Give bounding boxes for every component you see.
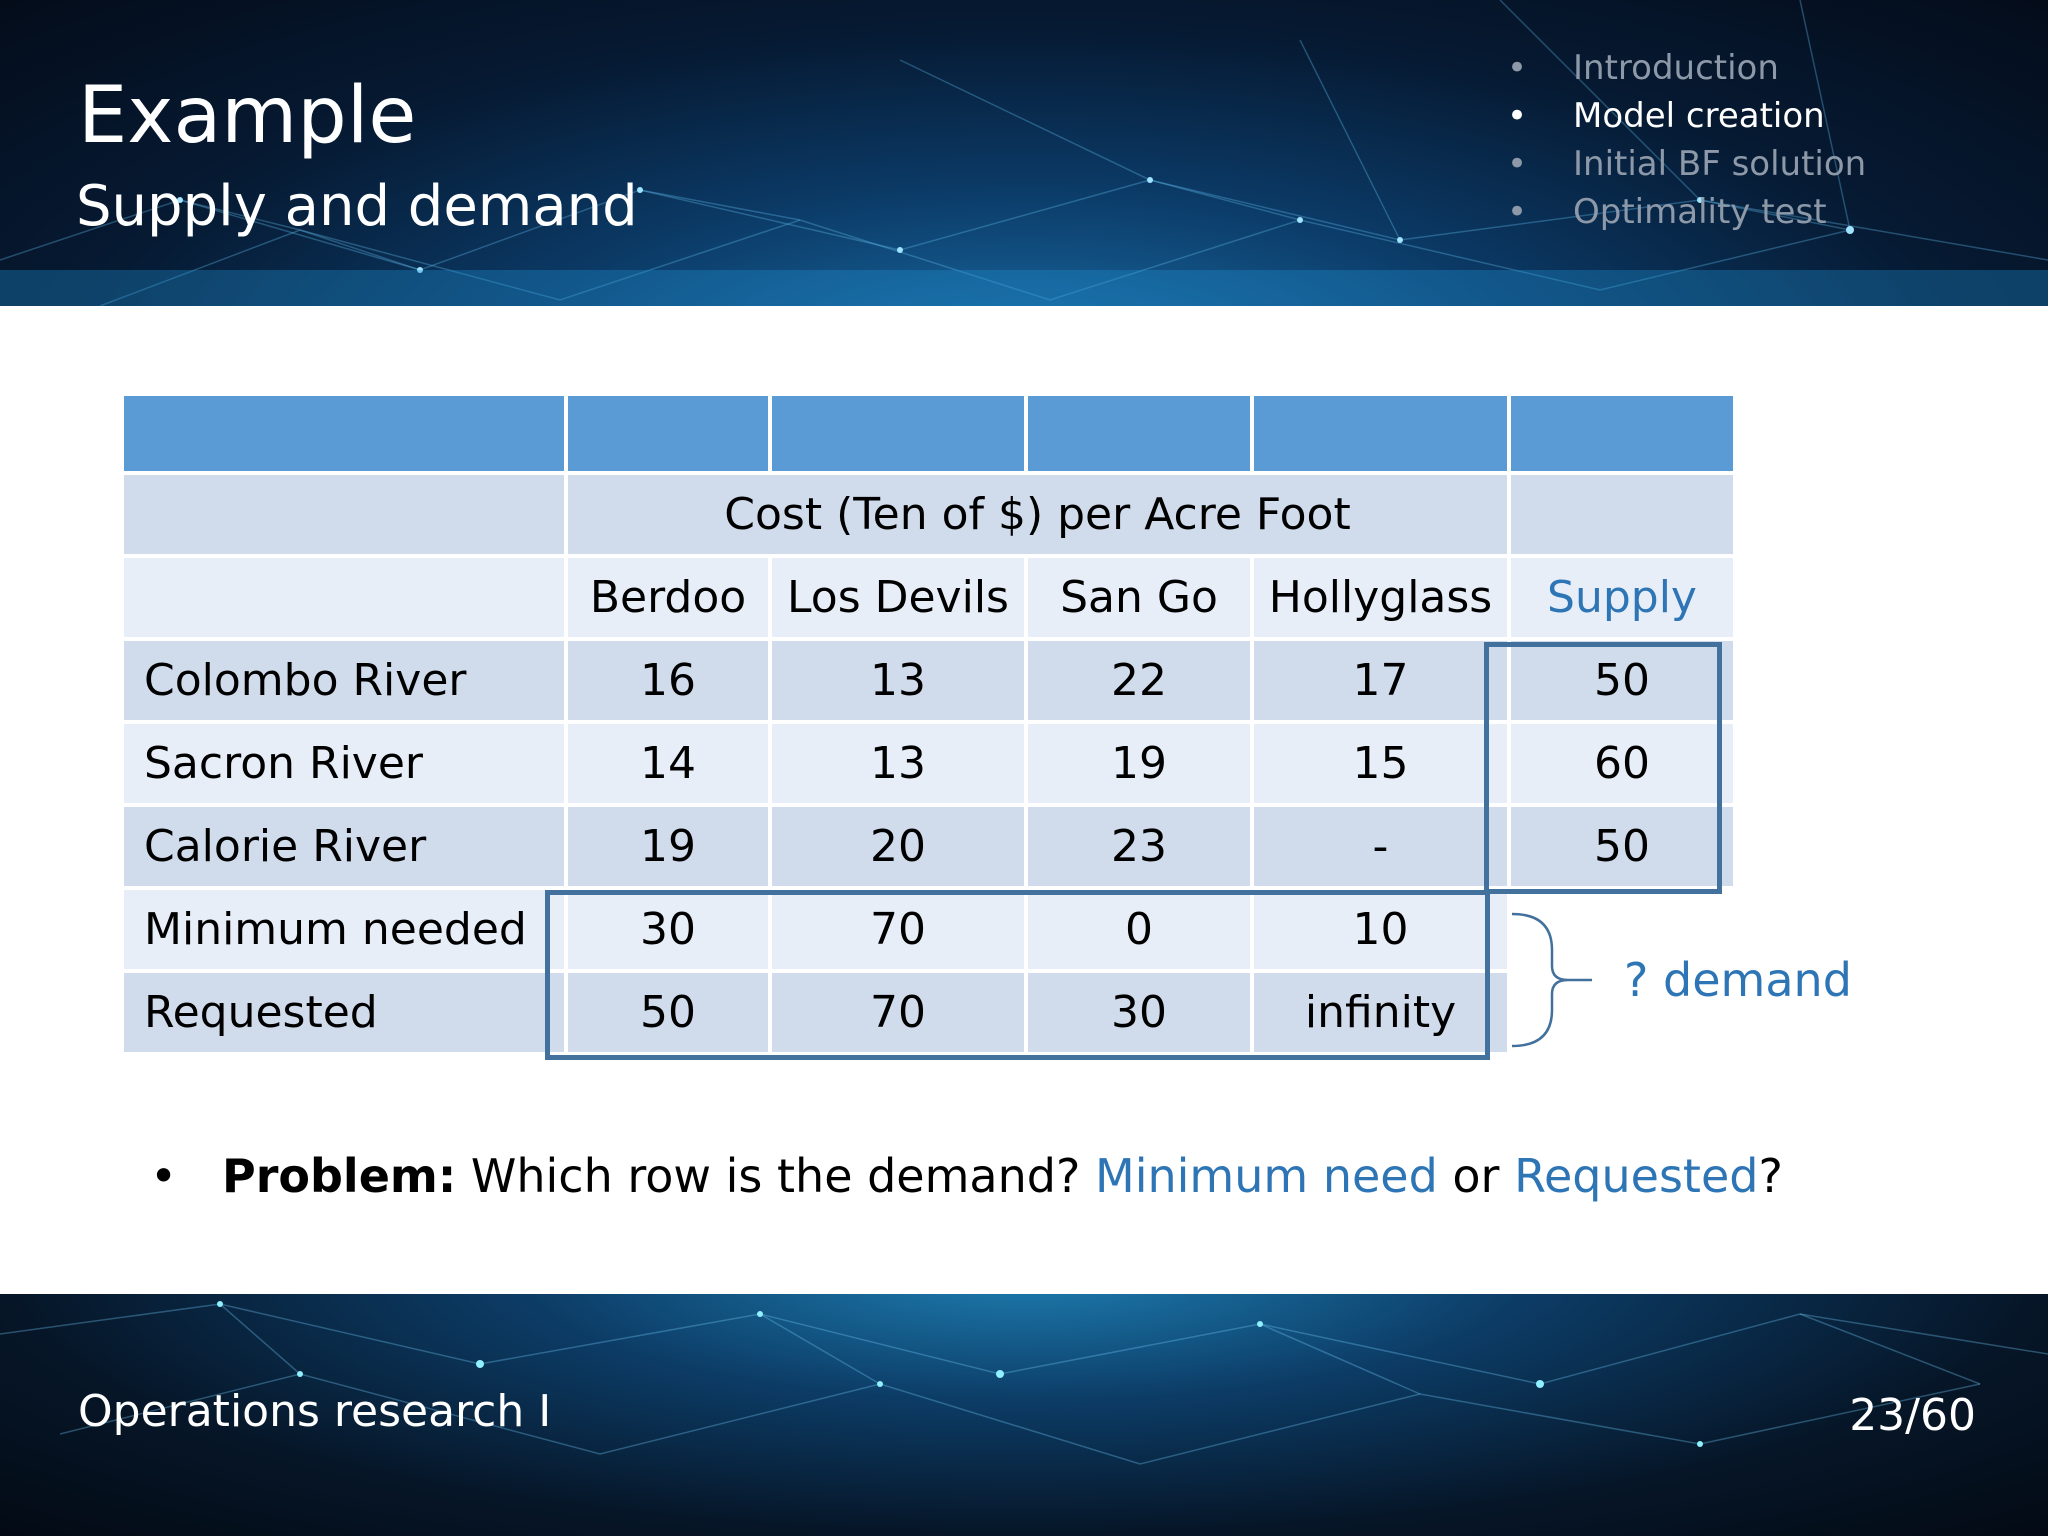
bullet-icon: • [1506,48,1528,88]
column-header-san-go: San Go [1028,558,1250,637]
page-number: 23/60 [1849,1390,1976,1441]
bullet-icon: • [1506,144,1528,184]
table-row: Sacron River 14 13 19 15 60 [124,724,1733,803]
problem-statement: • Problem: Which row is the demand? Minim… [150,1146,1783,1206]
agenda-item-introduction: • Introduction [1505,44,1866,92]
table-cell: 22 [1028,641,1250,720]
table-cell: 30 [568,890,768,969]
table-cell [568,396,768,471]
supply-cell: 60 [1511,724,1733,803]
table-cell: 13 [772,641,1024,720]
table-cell: 70 [772,890,1024,969]
slide-subtitle: Supply and demand [76,174,638,239]
table-row: Calorie River 19 20 23 - 50 [124,807,1733,886]
supply-cell: 50 [1511,641,1733,720]
agenda-item-optimality-test: • Optimality test [1505,188,1866,236]
table-row: Requested 50 70 30 infinity [124,973,1733,1052]
network-background-image [0,1301,2048,1465]
problem-text: Which row is the demand? [456,1149,1096,1203]
table-header-band [124,396,1733,471]
table-cell [124,475,564,554]
table-cell: infinity [1254,973,1507,1052]
row-label: Colombo River [124,641,564,720]
row-label: Calorie River [124,807,564,886]
table-cell [1254,396,1507,471]
agenda-item-label: Model creation [1573,96,1825,136]
bullet-icon: • [150,1149,178,1203]
table-cell: 15 [1254,724,1507,803]
option-requested: Requested [1514,1149,1759,1203]
supply-highlight-box [1484,642,1722,894]
table-cell [1028,396,1250,471]
slide-title: Example [78,71,417,161]
header-banner: Example Supply and demand • Introduction … [0,0,2048,306]
network-background-image [0,0,2048,306]
table-cell: 17 [1254,641,1507,720]
supply-cell: 50 [1511,807,1733,886]
table-row: Colombo River 16 13 22 17 50 [124,641,1733,720]
table-cell: - [1254,807,1507,886]
row-label: Requested [124,973,564,1052]
table-cell: 13 [772,724,1024,803]
table-cell: 16 [568,641,768,720]
problem-or: or [1437,1149,1515,1203]
footer-banner: Operations research I 23/60 [0,1294,2048,1536]
table-cell: 14 [568,724,768,803]
agenda-item-model-creation: • Model creation [1505,92,1866,140]
agenda-item-initial-bf-solution: • Initial BF solution [1505,140,1866,188]
column-header-los-devils: Los Devils [772,558,1024,637]
demand-highlight-box [545,890,1490,1060]
cost-header-cell: Cost (Ten of $) per Acre Foot [568,475,1507,554]
course-name: Operations research I [78,1386,552,1437]
problem-label: Problem: [222,1149,457,1203]
table-cell: 23 [1028,807,1250,886]
table-cell: 20 [772,807,1024,886]
agenda-list: • Introduction • Model creation • Initial B… [1505,44,1866,236]
table-cell [772,396,1024,471]
column-header-hollyglass: Hollyglass [1254,558,1507,637]
table-cell: 30 [1028,973,1250,1052]
table-cell [1511,475,1733,554]
table-row: Minimum needed 30 70 0 10 [124,890,1733,969]
table-cell: 70 [772,973,1024,1052]
table-cell [1511,396,1733,471]
right-brace-icon [1511,912,1592,1048]
row-label: Minimum needed [124,890,564,969]
agenda-item-label: Initial BF solution [1573,144,1867,184]
row-label: Sacron River [124,724,564,803]
demand-annotation: ? demand [1624,953,1852,1007]
table-cell: 10 [1254,890,1507,969]
table-cell: 19 [1028,724,1250,803]
table-cell: 0 [1028,890,1250,969]
table-cell: 19 [568,807,768,886]
table-row-columns: Berdoo Los Devils San Go Hollyglass Supp… [124,558,1733,637]
table-cell: 50 [568,973,768,1052]
bullet-icon: • [1506,96,1528,136]
option-minimum-need: Minimum need [1095,1149,1438,1203]
bullet-icon: • [1506,192,1528,232]
agenda-item-label: Introduction [1573,48,1779,88]
column-header-supply: Supply [1511,558,1733,637]
agenda-item-label: Optimality test [1573,192,1827,232]
column-header-berdoo: Berdoo [568,558,768,637]
cost-table: Cost (Ten of $) per Acre Foot Berdoo Los… [120,392,1737,1056]
table-cell [124,558,564,637]
table-cell [124,396,564,471]
problem-end: ? [1758,1149,1783,1203]
table-row-cost-header: Cost (Ten of $) per Acre Foot [124,475,1733,554]
